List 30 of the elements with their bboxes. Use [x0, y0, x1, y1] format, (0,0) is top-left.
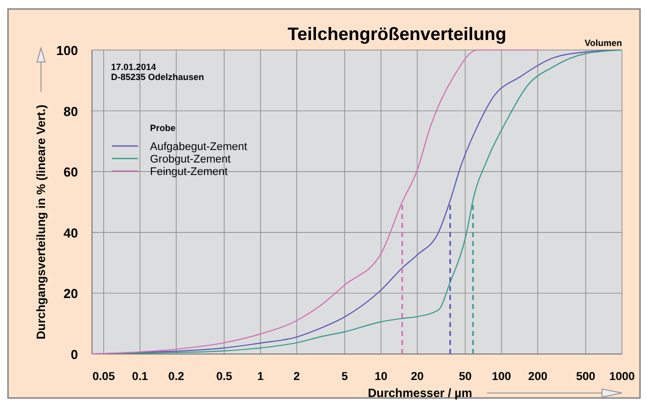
x-tick-label: 50: [458, 371, 472, 383]
x-tick-label: 10: [374, 371, 388, 383]
x-tick-label: 0.2: [168, 371, 184, 383]
chart-title: Teilchengrößenverteilung: [288, 24, 506, 44]
x-tick-label: 0.1: [132, 371, 149, 383]
annotation: Volumen: [584, 38, 622, 48]
y-tick-label: 60: [64, 164, 78, 180]
x-tick-label: 0.5: [216, 371, 233, 383]
x-tick-label: 0.05: [92, 371, 116, 383]
x-tick-label: 200: [528, 371, 548, 383]
y-tick-label: 0: [70, 347, 78, 362]
legend-label: Feingut-Zement: [150, 166, 228, 178]
y-tick-label: 80: [64, 104, 78, 119]
legend-title: Probe: [150, 123, 176, 133]
y-tick-label: 100: [56, 43, 78, 58]
x-tick-label: 5: [342, 371, 348, 383]
x-tick-label: 500: [576, 371, 596, 383]
x-tick-label: 20: [410, 371, 424, 383]
x-tick-label: 100: [492, 371, 512, 383]
y-tick-label: 20: [64, 286, 78, 302]
x-tick-label: 1: [257, 371, 264, 383]
legend-label: Grobgut-Zement: [150, 154, 231, 166]
annotation: 17.01.2014: [111, 62, 156, 72]
annotation: D-85235 Odelzhausen: [111, 72, 204, 82]
legend-label: Aufgabegut-Zement: [150, 141, 248, 153]
y-tick-label: 40: [64, 225, 78, 240]
x-axis-title: Durchmesser / µm: [368, 386, 472, 400]
x-tick-label: 1000: [609, 371, 635, 383]
y-axis-title: Durchgangsverteilung in % (lineare Vert.): [34, 104, 48, 340]
x-tick-label: 2: [294, 371, 300, 383]
